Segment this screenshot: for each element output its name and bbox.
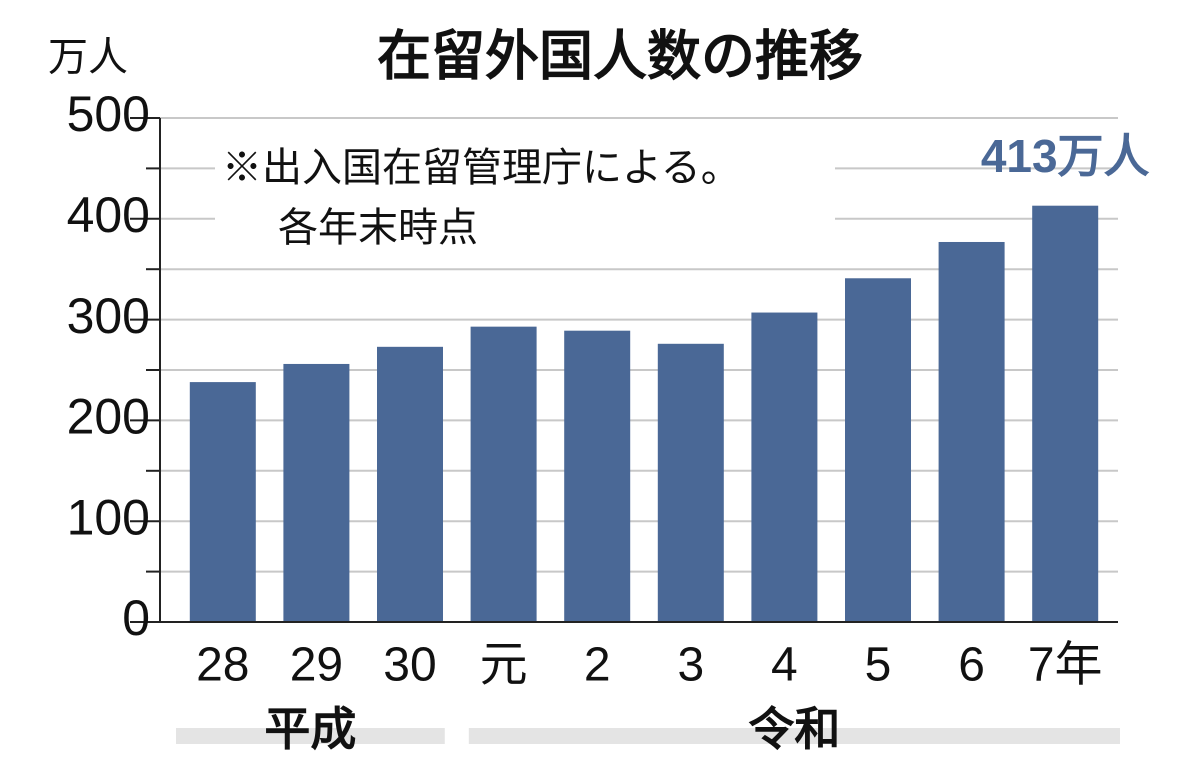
- group-label: 令和: [748, 703, 840, 755]
- x-tick-label: 30: [383, 639, 436, 692]
- group-label: 平成: [264, 703, 356, 755]
- bar: [283, 363, 350, 622]
- bar: [377, 346, 443, 622]
- y-axis-unit: 万人: [48, 36, 128, 80]
- x-tick-label: 29: [290, 639, 343, 692]
- x-tick-label: 2: [584, 639, 611, 692]
- y-tick-label: 100: [67, 489, 150, 545]
- y-tick-label: 200: [67, 389, 150, 445]
- y-tick-label: 500: [67, 86, 150, 142]
- annotation: 各年末時点: [278, 205, 478, 250]
- x-tick-label: 7年: [1028, 639, 1103, 692]
- value-label: 413万人: [981, 130, 1150, 182]
- x-tick-label: 5: [865, 639, 892, 692]
- y-tick-label: 0: [122, 590, 150, 646]
- group-strip: [468, 728, 1120, 744]
- bar: [657, 343, 724, 622]
- bar: [189, 382, 256, 622]
- x-tick-label: 4: [771, 639, 798, 692]
- x-tick-label: 3: [677, 639, 704, 692]
- annotation-bg: [215, 146, 835, 264]
- bar: [1032, 205, 1099, 623]
- group-strip: [176, 728, 445, 744]
- bar: [564, 330, 631, 622]
- bar: [845, 278, 911, 622]
- x-tick-label: 28: [196, 639, 249, 692]
- chart-title: 在留外国人数の推移: [377, 26, 863, 86]
- bar: [938, 241, 1005, 622]
- bar: [470, 326, 537, 622]
- y-tick-label: 400: [67, 187, 150, 243]
- x-tick-label: 元: [480, 639, 528, 692]
- x-tick-label: 6: [958, 639, 985, 692]
- y-tick-label: 300: [67, 288, 150, 344]
- annotation: ※出入国在留管理庁による。: [222, 145, 741, 190]
- bar: [751, 312, 818, 622]
